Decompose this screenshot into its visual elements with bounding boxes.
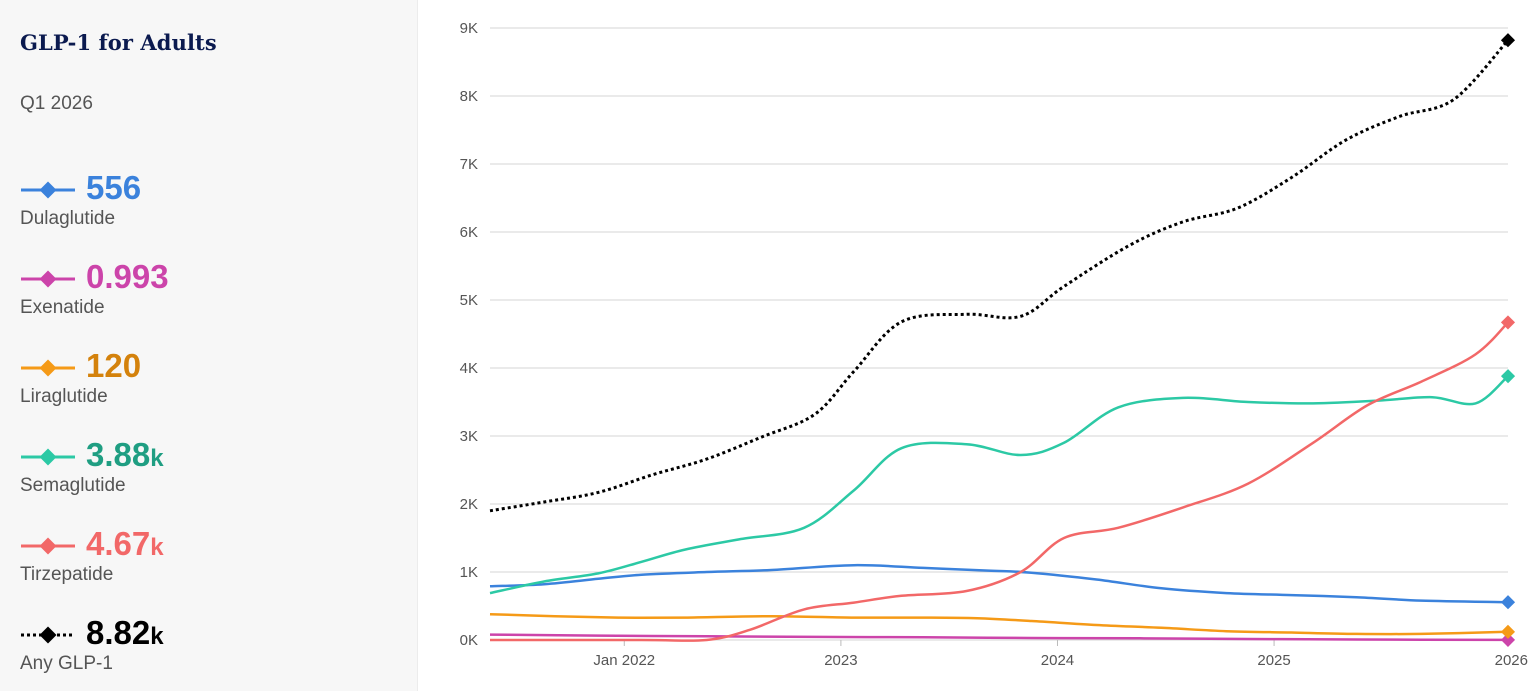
legend-marker-icon xyxy=(20,447,76,467)
legend-value: 556 xyxy=(86,169,142,206)
legend-value: 120 xyxy=(86,347,142,384)
y-tick-label: 5K xyxy=(460,292,478,309)
legend-marker-icon xyxy=(20,358,76,378)
series-any-glp-1 xyxy=(489,33,1516,513)
y-tick-label: 3K xyxy=(460,428,478,445)
legend-label: Tirzepatide xyxy=(20,564,114,585)
legend-unit: k xyxy=(150,623,164,650)
period-label: Q1 2026 xyxy=(20,93,93,114)
legend-unit: k xyxy=(150,534,164,561)
series-endpoint-dulaglutide[interactable] xyxy=(1500,595,1516,610)
legend-label: Semaglutide xyxy=(20,475,126,496)
series-semaglutide xyxy=(489,369,1516,595)
series-line-any-glp-1[interactable] xyxy=(489,39,1510,513)
page-title: GLP-1 for Adults xyxy=(20,30,217,55)
legend-item-exenatide[interactable]: 0.993 Exenatide xyxy=(20,257,400,337)
y-tick-label: 7K xyxy=(460,156,478,173)
legend-marker-icon xyxy=(20,269,76,289)
y-tick-label: 9K xyxy=(460,20,478,37)
series-liraglutide xyxy=(489,612,1516,639)
y-tick-label: 0K xyxy=(460,632,478,649)
x-tick-label: 2025 xyxy=(1257,652,1290,669)
series-line-semaglutide[interactable] xyxy=(489,375,1509,595)
series-tirzepatide xyxy=(489,315,1516,643)
legend-item-semaglutide[interactable]: 3.88k Semaglutide xyxy=(20,435,400,515)
line-chart: 0K 1K 2K 3K 4K 5K 6K 7K 8K 9K Jan 2022 2023 2024 2025… xyxy=(460,20,1528,669)
legend-unit: k xyxy=(150,445,164,472)
series-endpoint-semaglutide[interactable] xyxy=(1500,369,1516,384)
legend-value: 3.88k xyxy=(86,436,164,473)
y-tick-label: 6K xyxy=(460,224,478,241)
y-tick-label: 8K xyxy=(460,88,478,105)
sidebar: GLP-1 for Adults Q1 2026 556 Dulaglutide 0… xyxy=(0,0,418,691)
series-endpoint-any-glp-1[interactable] xyxy=(1500,33,1516,48)
legend-item-any-glp-1[interactable]: 8.82k Any GLP-1 xyxy=(20,613,400,693)
gridlines xyxy=(490,27,1508,641)
legend-label: Liraglutide xyxy=(20,386,108,407)
y-tick-label: 4K xyxy=(460,360,478,377)
series-line-liraglutide[interactable] xyxy=(489,612,1509,636)
x-tick-label: Jan 2022 xyxy=(593,652,655,669)
series-endpoint-liraglutide[interactable] xyxy=(1500,624,1516,639)
legend-label: Any GLP-1 xyxy=(20,653,113,674)
legend-value: 4.67k xyxy=(86,525,164,562)
legend-item-liraglutide[interactable]: 120 Liraglutide xyxy=(20,346,400,426)
legend-label: Exenatide xyxy=(20,297,105,318)
series-line-dulaglutide[interactable] xyxy=(489,563,1509,604)
series-endpoint-tirzepatide[interactable] xyxy=(1500,315,1516,330)
series-line-tirzepatide[interactable] xyxy=(489,321,1509,643)
y-tick-label: 1K xyxy=(460,564,478,581)
series-line-exenatide[interactable] xyxy=(489,633,1509,642)
legend-label: Dulaglutide xyxy=(20,208,116,229)
legend-marker-icon xyxy=(20,180,76,200)
legend-marker-icon xyxy=(20,536,76,556)
legend-value: 8.82k xyxy=(86,614,164,651)
legend-item-dulaglutide[interactable]: 556 Dulaglutide xyxy=(20,168,400,248)
x-tick-label: 2026 xyxy=(1495,652,1528,669)
legend-value: 0.993 xyxy=(86,258,169,295)
x-tick-label: 2024 xyxy=(1041,652,1074,669)
legend-item-tirzepatide[interactable]: 4.67k Tirzepatide xyxy=(20,524,400,604)
x-tick-label: 2023 xyxy=(824,652,857,669)
series-exenatide xyxy=(489,632,1516,647)
legend-marker-icon xyxy=(20,625,76,645)
chart-area: 0K 1K 2K 3K 4K 5K 6K 7K 8K 9K Jan 2022 2023 2024 2025… xyxy=(420,0,1536,691)
series-endpoint-exenatide[interactable] xyxy=(1500,632,1516,647)
y-tick-label: 2K xyxy=(460,496,478,513)
